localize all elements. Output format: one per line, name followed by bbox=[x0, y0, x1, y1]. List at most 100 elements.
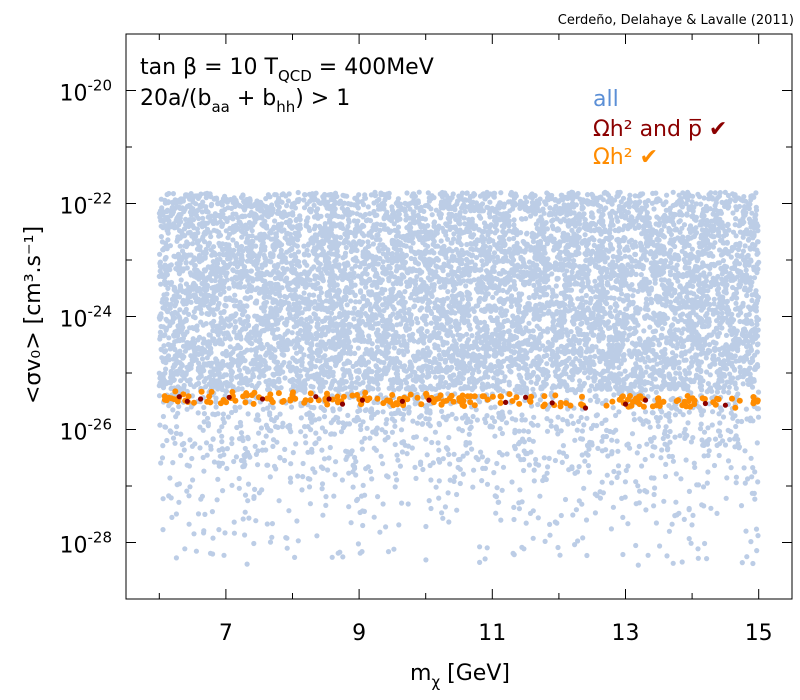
point-all bbox=[733, 385, 739, 391]
point-all bbox=[739, 560, 745, 566]
point-all bbox=[576, 464, 582, 470]
point-all bbox=[754, 251, 760, 257]
point-all bbox=[180, 343, 187, 349]
point-all bbox=[244, 561, 250, 567]
point-all bbox=[158, 234, 164, 240]
point-all bbox=[410, 418, 416, 424]
point-all bbox=[664, 553, 670, 559]
point-all bbox=[645, 354, 651, 360]
point-all bbox=[303, 440, 309, 446]
point-all bbox=[473, 246, 479, 252]
point-all bbox=[323, 346, 329, 352]
point-all bbox=[690, 512, 696, 519]
point-all bbox=[587, 388, 593, 394]
point-all bbox=[555, 431, 561, 437]
point-all bbox=[616, 409, 622, 415]
point-all bbox=[508, 303, 514, 309]
point-all bbox=[183, 260, 189, 266]
point-all bbox=[430, 369, 436, 375]
point-all bbox=[690, 435, 696, 441]
point-all bbox=[726, 227, 732, 233]
point-all bbox=[544, 470, 550, 476]
point-all bbox=[167, 475, 173, 481]
point-all bbox=[610, 504, 617, 510]
point-all bbox=[689, 345, 695, 352]
point-all bbox=[263, 433, 269, 439]
point-all bbox=[516, 372, 522, 378]
point-all bbox=[581, 380, 588, 387]
point-all bbox=[264, 405, 271, 411]
point-all bbox=[333, 459, 339, 465]
point-all bbox=[416, 189, 422, 195]
point-all bbox=[288, 479, 294, 485]
point-all bbox=[652, 485, 658, 491]
point-all bbox=[332, 315, 338, 321]
point-all bbox=[256, 430, 262, 436]
point-all bbox=[454, 507, 460, 513]
point-all bbox=[344, 302, 350, 308]
point-all bbox=[276, 498, 282, 504]
point-all bbox=[178, 452, 184, 459]
point-all bbox=[601, 190, 607, 196]
point-all bbox=[358, 422, 364, 429]
point-all bbox=[641, 328, 647, 334]
point-all bbox=[216, 428, 222, 434]
point-all bbox=[679, 559, 685, 565]
point-all bbox=[755, 414, 762, 420]
point-all bbox=[320, 512, 326, 518]
point-all bbox=[433, 484, 439, 490]
point-all bbox=[176, 294, 183, 300]
point-all bbox=[402, 289, 408, 295]
point-all bbox=[210, 328, 216, 334]
point-all bbox=[492, 433, 498, 439]
point-all bbox=[556, 449, 563, 455]
point-all bbox=[617, 244, 623, 250]
point-all bbox=[157, 259, 163, 265]
point-all bbox=[351, 305, 357, 311]
point-all bbox=[663, 335, 670, 341]
point-all bbox=[473, 407, 479, 413]
point-all bbox=[301, 197, 307, 203]
point-all bbox=[680, 311, 686, 317]
point-all bbox=[424, 328, 430, 334]
point-all bbox=[534, 323, 540, 329]
point-all bbox=[691, 460, 697, 466]
point-all bbox=[249, 382, 255, 388]
point-all bbox=[368, 468, 374, 475]
point-all bbox=[560, 443, 567, 449]
point-all bbox=[502, 374, 508, 380]
point-all bbox=[253, 518, 259, 524]
point-all bbox=[579, 452, 585, 458]
points-layer bbox=[156, 189, 762, 568]
point-all bbox=[436, 495, 442, 501]
point-all bbox=[540, 343, 546, 349]
point-all bbox=[280, 420, 286, 426]
point-all bbox=[492, 404, 498, 410]
point-all bbox=[325, 467, 331, 473]
point-all bbox=[635, 215, 641, 221]
point-all bbox=[362, 195, 369, 201]
point-all bbox=[441, 384, 447, 390]
point-all bbox=[671, 316, 677, 322]
point-all bbox=[204, 452, 210, 458]
point-all bbox=[664, 192, 670, 198]
point-all bbox=[572, 437, 578, 443]
point-all bbox=[681, 516, 687, 523]
point-all bbox=[755, 389, 762, 395]
point-all bbox=[673, 370, 679, 376]
point-all bbox=[677, 409, 683, 415]
point-all bbox=[273, 192, 279, 198]
point-all bbox=[733, 480, 739, 486]
point-all bbox=[352, 350, 358, 356]
point-all bbox=[649, 410, 656, 416]
point-all bbox=[525, 429, 532, 435]
point-all bbox=[233, 454, 239, 460]
point-all bbox=[584, 552, 590, 559]
point-all bbox=[581, 422, 587, 428]
point-all bbox=[203, 204, 209, 210]
point-all bbox=[574, 427, 580, 433]
point-all bbox=[743, 267, 749, 273]
point-all bbox=[191, 217, 197, 223]
point-all bbox=[363, 466, 369, 472]
